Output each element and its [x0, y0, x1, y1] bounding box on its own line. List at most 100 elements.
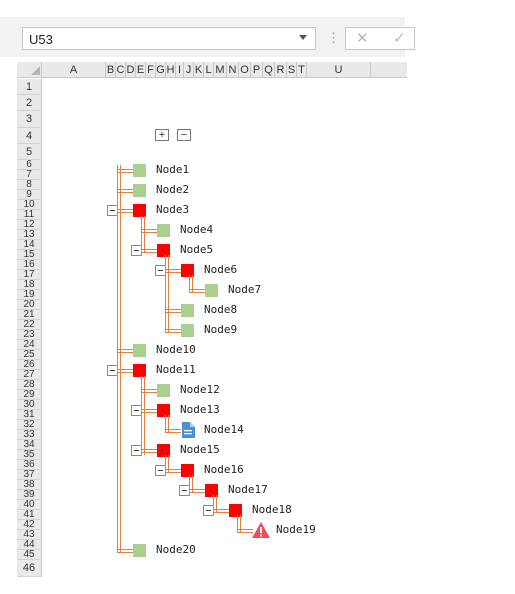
- connector-line: [189, 489, 205, 493]
- row-header-18[interactable]: 18: [17, 280, 42, 290]
- column-header-d[interactable]: D: [126, 62, 136, 78]
- connector-line: [141, 409, 157, 413]
- column-header-m[interactable]: M: [214, 62, 227, 78]
- row-header-38[interactable]: 38: [17, 480, 42, 490]
- column-header-p[interactable]: P: [251, 62, 263, 78]
- column-header-i[interactable]: I: [176, 62, 184, 78]
- row-header-22[interactable]: 22: [17, 320, 42, 330]
- expand-all-button[interactable]: +: [155, 129, 169, 141]
- row-header-9[interactable]: 9: [17, 190, 42, 200]
- connector-line: [141, 229, 157, 233]
- node5-trunk: [165, 255, 169, 333]
- node17-label: Node17: [228, 483, 268, 496]
- row-header-21[interactable]: 21: [17, 310, 42, 320]
- row-header-3[interactable]: 3: [17, 111, 42, 128]
- formula-buttons: [345, 27, 415, 50]
- row-header-5[interactable]: 5: [17, 143, 42, 160]
- row-header-28[interactable]: 28: [17, 380, 42, 390]
- column-header-t[interactable]: T: [297, 62, 307, 78]
- row-header-35[interactable]: 35: [17, 450, 42, 460]
- more-options-icon[interactable]: ⋮: [327, 30, 340, 45]
- enter-icon[interactable]: ✓: [393, 30, 406, 47]
- column-header-l[interactable]: L: [204, 62, 214, 78]
- node13-marker: [157, 404, 170, 417]
- row-header-12[interactable]: 12: [17, 220, 42, 230]
- row-header-17[interactable]: 17: [17, 270, 42, 280]
- column-header-c[interactable]: C: [116, 62, 126, 78]
- node6-label: Node6: [204, 263, 238, 276]
- row-header-26[interactable]: 26: [17, 360, 42, 370]
- row-header-44[interactable]: 44: [17, 540, 42, 550]
- node5-marker: [157, 244, 170, 257]
- column-header-a[interactable]: A: [42, 62, 106, 78]
- node6-marker: [181, 264, 194, 277]
- column-header-n[interactable]: N: [227, 62, 239, 78]
- node3-trunk: [141, 216, 145, 253]
- node6-trunk: [189, 275, 193, 293]
- node20-label: Node20: [156, 543, 196, 556]
- row-header-16[interactable]: 16: [17, 260, 42, 270]
- row-header-39[interactable]: 39: [17, 490, 42, 500]
- row-header-14[interactable]: 14: [17, 240, 42, 250]
- row-header-36[interactable]: 36: [17, 460, 42, 470]
- row-header-43[interactable]: 43: [17, 530, 42, 540]
- column-header-bar: [42, 62, 407, 78]
- column-header-s[interactable]: S: [287, 62, 297, 78]
- name-box[interactable]: U53: [22, 27, 316, 50]
- row-header-29[interactable]: 29: [17, 390, 42, 400]
- column-header-r[interactable]: R: [275, 62, 287, 78]
- node4-label: Node4: [180, 223, 214, 236]
- row-header-30[interactable]: 30: [17, 400, 42, 410]
- node7-marker: [205, 284, 218, 297]
- row-header-42[interactable]: 42: [17, 520, 42, 530]
- row-header-19[interactable]: 19: [17, 290, 42, 300]
- node19-label: Node19: [276, 523, 316, 536]
- row-header-6[interactable]: 6: [17, 160, 42, 170]
- connector-line: [117, 169, 133, 173]
- row-header-32[interactable]: 32: [17, 420, 42, 430]
- row-header-2[interactable]: 2: [17, 95, 42, 112]
- row-header-11[interactable]: 11: [17, 210, 42, 220]
- row-header-4[interactable]: 4: [17, 127, 42, 144]
- node7-label: Node7: [228, 283, 262, 296]
- column-header-k[interactable]: K: [194, 62, 204, 78]
- node19-warning-icon: [252, 522, 270, 538]
- row-header-33[interactable]: 33: [17, 430, 42, 440]
- column-header-h[interactable]: H: [166, 62, 176, 78]
- row-header-13[interactable]: 13: [17, 230, 42, 240]
- chevron-down-icon[interactable]: [299, 35, 307, 40]
- row-header-10[interactable]: 10: [17, 200, 42, 210]
- row-header-45[interactable]: 45: [17, 550, 42, 560]
- connector-line: [117, 349, 133, 353]
- row-header-40[interactable]: 40: [17, 500, 42, 510]
- row-header-1[interactable]: 1: [17, 79, 42, 96]
- column-header-g[interactable]: G: [156, 62, 166, 78]
- node12-label: Node12: [180, 383, 220, 396]
- node18-marker: [229, 504, 242, 517]
- row-header-23[interactable]: 23: [17, 330, 42, 340]
- column-header-q[interactable]: Q: [263, 62, 275, 78]
- node4-marker: [157, 224, 170, 237]
- row-header-25[interactable]: 25: [17, 350, 42, 360]
- column-header-b[interactable]: B: [106, 62, 116, 78]
- cancel-icon[interactable]: ✕: [356, 30, 369, 47]
- column-header-f[interactable]: F: [146, 62, 156, 78]
- row-header-41[interactable]: 41: [17, 510, 42, 520]
- row-header-7[interactable]: 7: [17, 170, 42, 180]
- column-header-j[interactable]: J: [184, 62, 194, 78]
- row-header-34[interactable]: 34: [17, 440, 42, 450]
- row-header-15[interactable]: 15: [17, 250, 42, 260]
- column-header-o[interactable]: O: [239, 62, 251, 78]
- row-header-20[interactable]: 20: [17, 300, 42, 310]
- row-header-31[interactable]: 31: [17, 410, 42, 420]
- column-header-e[interactable]: E: [136, 62, 146, 78]
- row-header-8[interactable]: 8: [17, 180, 42, 190]
- row-header-37[interactable]: 37: [17, 470, 42, 480]
- node13-trunk: [165, 415, 169, 433]
- row-header-24[interactable]: 24: [17, 340, 42, 350]
- column-header-u[interactable]: U: [307, 62, 371, 78]
- row-header-27[interactable]: 27: [17, 370, 42, 380]
- collapse-all-button[interactable]: −: [177, 129, 191, 141]
- node11-trunk: [141, 376, 145, 455]
- row-header-46[interactable]: 46: [17, 560, 42, 577]
